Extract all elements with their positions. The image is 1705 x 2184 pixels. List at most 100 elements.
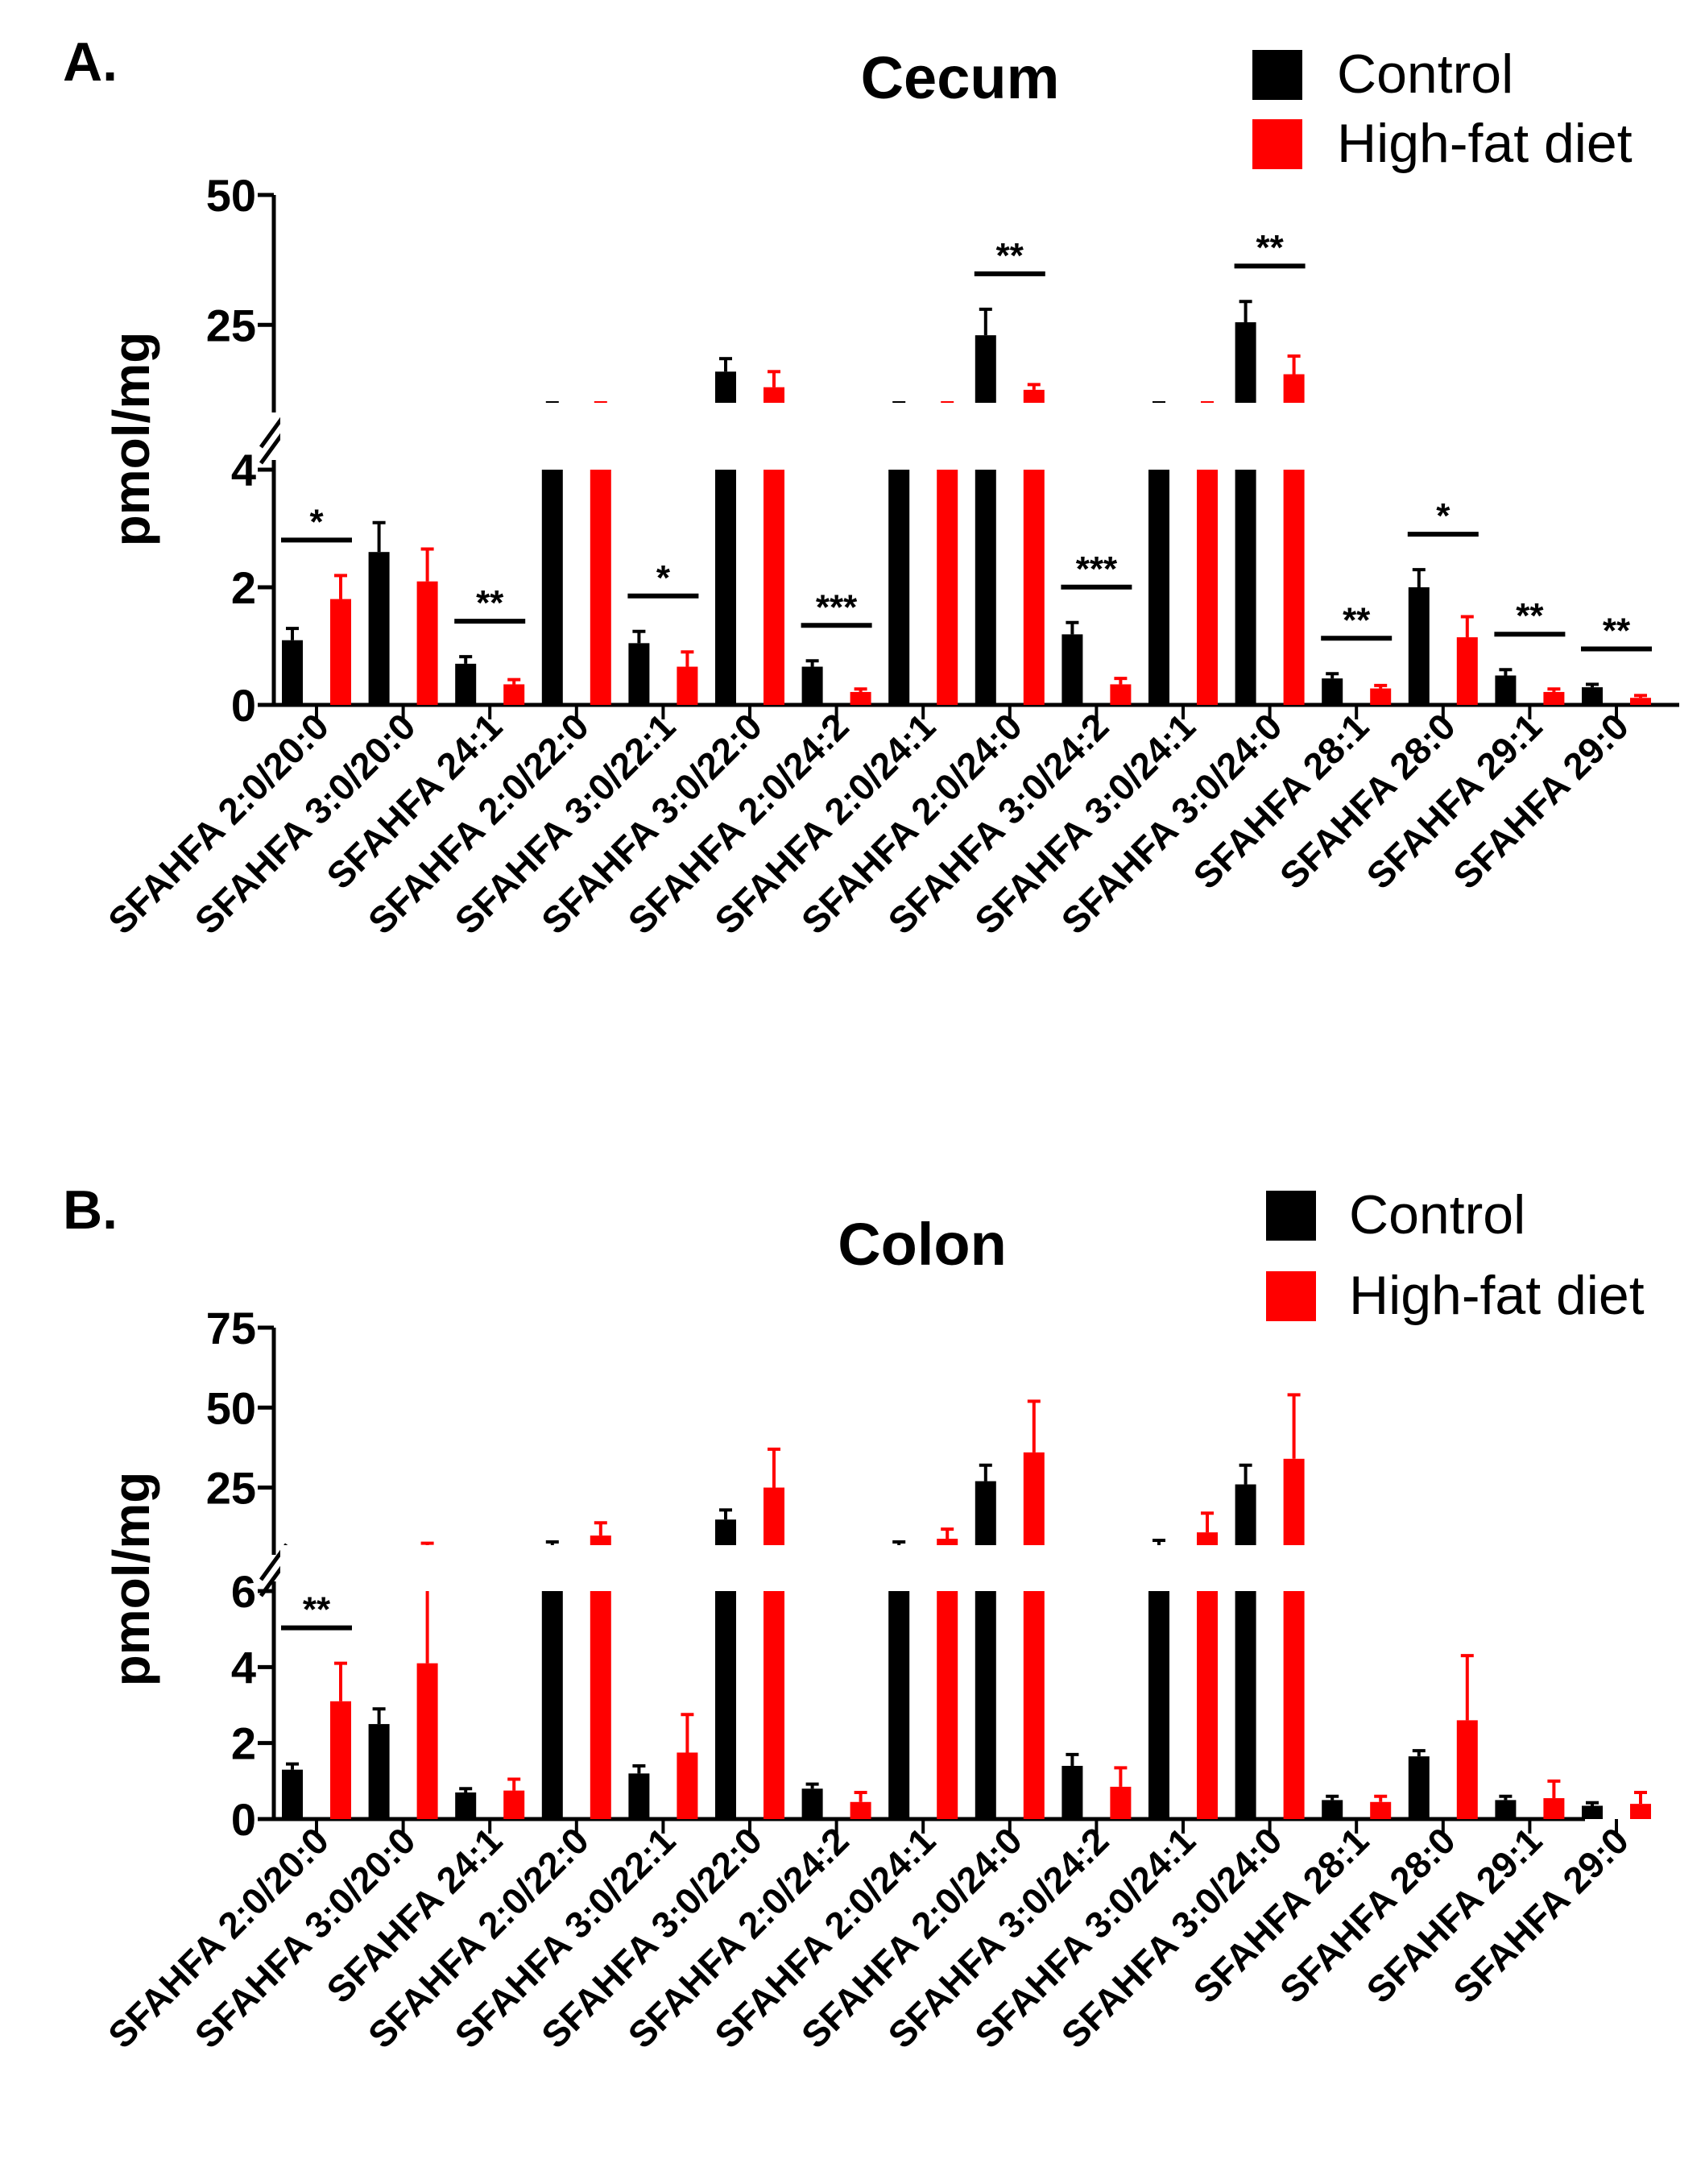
- bar-control: [282, 1769, 303, 1819]
- axis-break-gap: [973, 1545, 1046, 1591]
- axis-break-gap: [280, 403, 353, 470]
- y-tick-label: 75: [206, 1303, 256, 1353]
- bar-high-fat-diet: [1456, 1720, 1478, 1819]
- y-tick-label: 6: [231, 1566, 256, 1617]
- axis-break-gap: [627, 403, 700, 470]
- bar-high-fat-diet: [330, 599, 351, 705]
- bar-high-fat-diet: [764, 1487, 784, 1819]
- bar-control: [455, 663, 477, 705]
- legend-swatch-high-fat-diet: [1266, 1271, 1316, 1321]
- axis-break-gap: [1493, 403, 1566, 470]
- y-tick-label: 2: [231, 562, 256, 613]
- axis-break-gap: [627, 1545, 700, 1591]
- bar-control: [1408, 587, 1430, 705]
- axis-break-gap: [540, 403, 613, 470]
- legend-swatch-control: [1252, 50, 1302, 100]
- significance-label: **: [1516, 596, 1544, 636]
- bar-control: [1322, 1800, 1343, 1819]
- y-tick-label: 2: [231, 1718, 256, 1769]
- axis-break-gap: [1147, 403, 1219, 470]
- y-tick-label: 50: [206, 1382, 256, 1433]
- significance-label: ***: [816, 587, 858, 627]
- axis-break-gap: [1406, 403, 1479, 470]
- bar-high-fat-diet: [503, 1790, 525, 1819]
- bar-control: [975, 1481, 996, 1819]
- y-tick-label: 4: [231, 445, 256, 495]
- y-tick-label: 25: [206, 1463, 256, 1514]
- bar-control: [1582, 1805, 1603, 1819]
- bar-control: [368, 1724, 390, 1819]
- bar-control: [1235, 322, 1256, 705]
- axis-break-gap: [540, 1545, 613, 1591]
- bar-high-fat-diet: [1110, 1786, 1132, 1819]
- axis-break-gap: [800, 1545, 873, 1591]
- bar-high-fat-diet: [1023, 1452, 1045, 1819]
- bar-control: [801, 666, 823, 705]
- axis-break-gap: [714, 403, 786, 470]
- axis-break-gap: [1233, 403, 1306, 470]
- y-axis-label: pmol/mg: [102, 1472, 160, 1687]
- bar-high-fat-diet: [677, 666, 698, 705]
- significance-label: **: [476, 583, 504, 623]
- y-tick-label: 0: [231, 1794, 256, 1845]
- bar-high-fat-diet: [416, 581, 438, 705]
- bar-control: [1408, 1756, 1430, 1819]
- axis-break-gap: [1406, 1545, 1479, 1591]
- bar-control: [1495, 675, 1517, 705]
- panel-letter: B.: [63, 1179, 118, 1241]
- bar-control: [1235, 1484, 1256, 1819]
- legend-swatch-high-fat-diet: [1252, 119, 1302, 169]
- panel-b-colon: B. Colon Control High-fat diet pmol/mg 0 2 4 6 25…: [63, 1179, 1653, 2056]
- bar-control: [628, 643, 650, 705]
- bar-control: [975, 335, 996, 705]
- significance-label: *: [656, 558, 671, 598]
- bar-high-fat-diet: [1630, 698, 1651, 705]
- significance-label: **: [1256, 228, 1284, 267]
- bar-high-fat-diet: [503, 684, 525, 705]
- bar-control: [1322, 678, 1343, 705]
- axis-break-gap: [887, 403, 960, 470]
- panel-a-cecum: A. Cecum Control High-fat diet pmol/mg 0 2 4 25 5…: [63, 31, 1679, 942]
- legend-label-control: Control: [1337, 44, 1513, 105]
- axis-break-gap: [1580, 1545, 1653, 1591]
- axis-break-gap: [366, 1545, 440, 1591]
- axis-break-gap: [1060, 403, 1133, 470]
- axis-break-gap: [1320, 1545, 1393, 1591]
- bar-high-fat-diet: [416, 1663, 438, 1819]
- significance-label: **: [1343, 600, 1371, 640]
- axis-break-gap: [1580, 403, 1653, 470]
- bar-control: [1495, 1800, 1517, 1819]
- y-axis-label: pmol/mg: [102, 332, 160, 547]
- bar-control: [455, 1792, 477, 1819]
- bar-high-fat-diet: [1370, 1801, 1392, 1819]
- legend-swatch-control: [1266, 1191, 1316, 1241]
- chart-title: Cecum: [861, 44, 1060, 111]
- bar-high-fat-diet: [1110, 684, 1132, 705]
- y-tick-label: 50: [206, 170, 256, 221]
- axis-break-gap: [366, 403, 440, 470]
- bar-control: [368, 552, 390, 705]
- axis-break-gap: [280, 1545, 353, 1591]
- bar-high-fat-diet: [1370, 688, 1392, 705]
- bar-high-fat-diet: [850, 691, 871, 705]
- bar-control: [628, 1773, 650, 1819]
- axis-break-gap: [1320, 403, 1393, 470]
- bar-high-fat-diet: [1456, 637, 1478, 705]
- axis-break-gap: [973, 403, 1046, 470]
- y-tick-label: 0: [231, 680, 256, 731]
- axis-break-gap: [1060, 1545, 1133, 1591]
- axis-break-gap: [800, 403, 873, 470]
- legend-label-control: Control: [1349, 1184, 1525, 1245]
- significance-label: *: [1436, 496, 1450, 536]
- axis-break-gap: [887, 1545, 960, 1591]
- bar-high-fat-diet: [677, 1752, 698, 1819]
- axis-break-gap: [714, 1545, 786, 1591]
- bar-high-fat-diet: [1283, 1458, 1305, 1819]
- bar-control: [1582, 687, 1603, 705]
- y-tick-label: 25: [206, 300, 256, 350]
- legend-label-high-fat-diet: High-fat diet: [1337, 113, 1633, 174]
- legend-label-high-fat-diet: High-fat diet: [1349, 1265, 1645, 1326]
- axis-break-gap: [453, 1545, 527, 1591]
- significance-label: **: [1603, 611, 1631, 650]
